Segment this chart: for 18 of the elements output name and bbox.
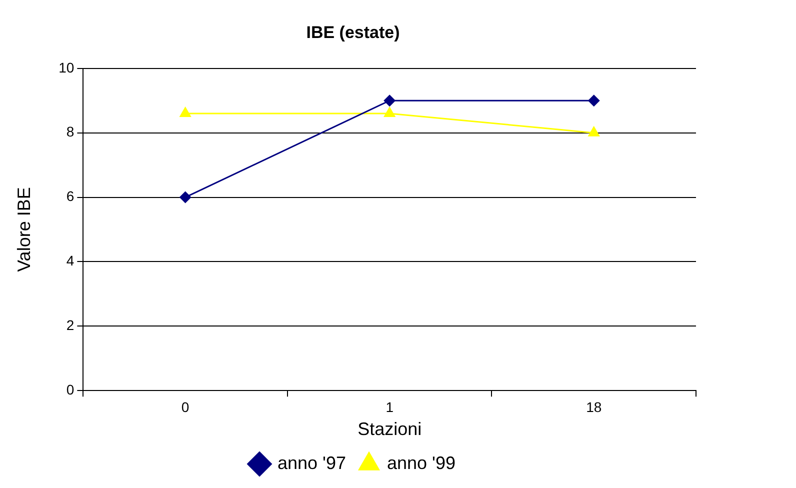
- x-axis-title: Stazioni: [358, 419, 422, 440]
- x-tick-label: 1: [386, 398, 394, 415]
- legend-label: anno '97: [278, 452, 346, 473]
- point: [384, 106, 396, 118]
- y-axis-title: Valore IBE: [14, 187, 34, 272]
- y-tick-label: 6: [66, 188, 74, 204]
- chart-title: IBE (estate): [306, 22, 400, 42]
- point: [179, 191, 192, 204]
- y-tick-label: 10: [58, 59, 74, 76]
- y-tick-label: 8: [66, 124, 74, 140]
- y-tick-label: 2: [66, 317, 74, 334]
- x-tick-label: 18: [586, 398, 602, 415]
- point: [179, 106, 192, 118]
- y-tick-label: 4: [66, 252, 74, 269]
- x-tick-label: 0: [181, 398, 190, 415]
- point: [588, 126, 600, 136]
- legend-label: anno '99: [387, 452, 456, 473]
- y-tick-label: 0: [66, 381, 74, 398]
